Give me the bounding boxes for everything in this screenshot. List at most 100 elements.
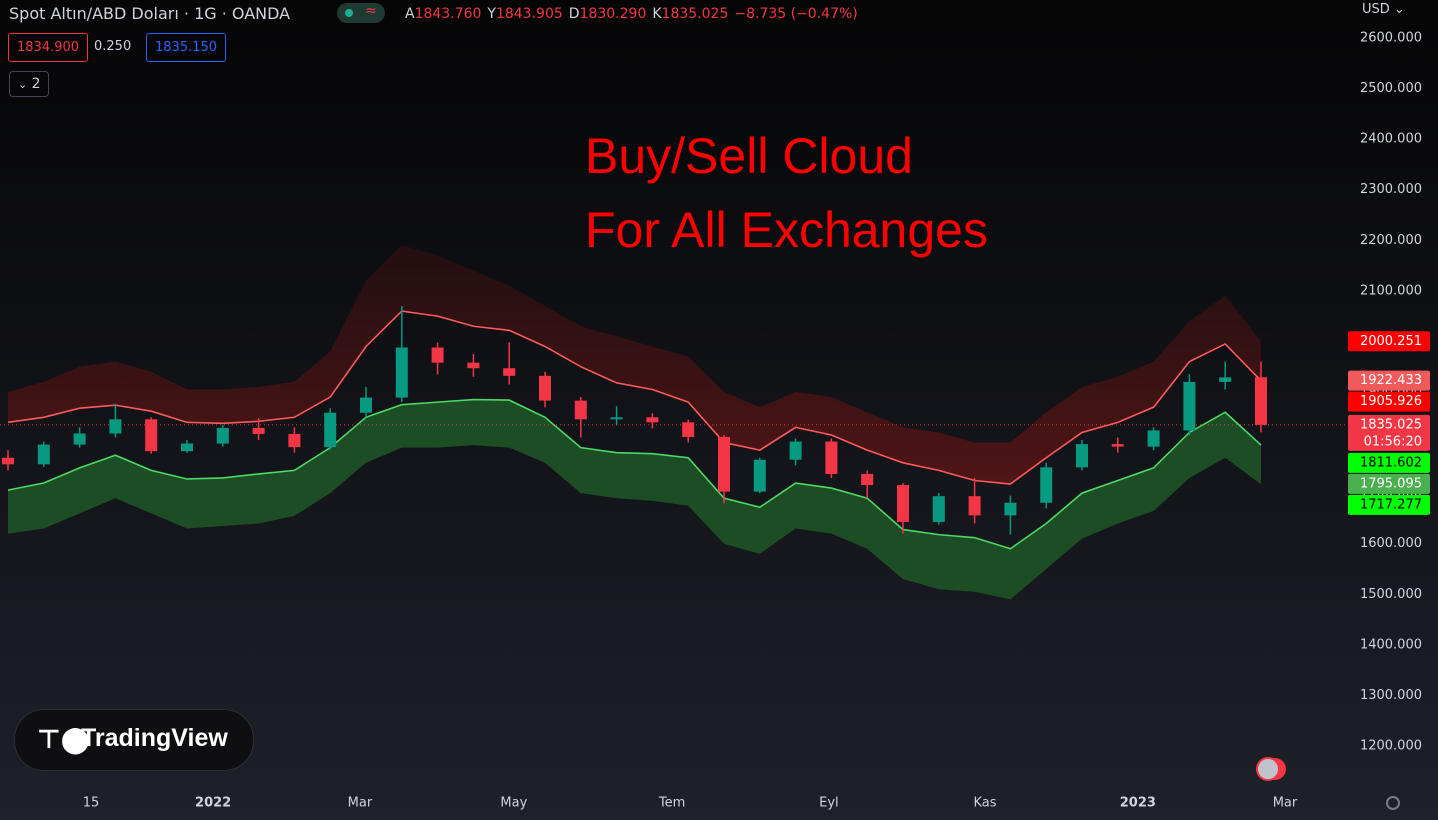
candle-body [252,427,265,434]
x-tick-label: Eyl [819,796,839,811]
sell-price[interactable]: 1834.900 [8,33,89,62]
ohlc-value: 1835.025 [661,6,729,22]
price-tag: 1811.602 [1348,452,1430,473]
y-tick-label: 1400.000 [1360,637,1422,652]
tag-value: 1795.095 [1360,476,1422,491]
tag-bg [1348,370,1430,391]
tag-value: 1905.926 [1360,394,1422,409]
candle-body [37,444,50,465]
spread: 0.250 [94,39,132,54]
candle-body [825,441,838,474]
tag-bg [1348,494,1430,515]
candle-body [1147,430,1160,447]
y-tick-label: 2600.000 [1360,31,1422,46]
candle-body [181,443,193,452]
annotation: Buy/Sell Cloud [585,128,913,184]
candle-body [109,419,122,434]
candle-body [1004,502,1017,516]
candle-body [2,457,14,465]
x-tick-label: 2023 [1120,796,1156,811]
candle-body [395,347,408,398]
candle-body [503,368,516,376]
price-tag: 1922.433 [1348,370,1430,391]
buy-cloud [8,399,1261,600]
candle-body [467,362,480,369]
band-line [7,398,1262,550]
candle-body [968,496,981,516]
last-price: 1835.025 [1360,417,1422,432]
change: −8.735 (−0.47%) [734,6,858,22]
candle-body [324,412,337,448]
tag-value: 1811.602 [1360,455,1422,470]
y-tick-label: 2200.000 [1360,233,1422,248]
y-tick-label: 2400.000 [1360,132,1422,147]
sell-cloud [8,245,1261,485]
x-tick-label: Mar [348,796,373,811]
last-price-tag: 1835.025 01:56:20 [1348,414,1430,451]
logo-badge[interactable]: ⊤⬤ TradingView [14,709,254,771]
price-tag: 1795.095 [1348,473,1430,494]
ohlc-value: 1843.760 [414,6,482,22]
y-tick-label: 1500.000 [1360,587,1422,602]
candle-body [539,375,551,401]
candle-body [682,422,695,438]
ohlc-label: D [568,6,580,22]
ohlc-legend: A1843.760 Y1843.905 D1830.290 K1835.025 −8.7… [405,6,858,22]
candle-body [216,427,229,444]
x-tick-label: Tem [658,796,685,811]
price-tag: 1905.926 [1348,391,1430,412]
candle-body [431,347,444,363]
price-tag: 1717.277 [1348,494,1430,515]
candle-body [789,441,802,460]
candle-body [718,437,730,492]
symbol-title[interactable]: Spot Altın/ABD Doları · 1G · OANDA [9,4,291,23]
y-tick-label: 2300.000 [1360,182,1422,197]
candle-body [1111,444,1124,447]
tag-value: 1717.277 [1360,497,1422,512]
settings-icon[interactable] [1386,796,1400,810]
y-tick-label: 1200.000 [1360,739,1422,754]
candle-body [753,459,766,492]
x-tick-label: 2022 [195,796,231,811]
candle-body [1076,444,1088,468]
currency-menu[interactable]: USD ⌄ [1362,2,1405,17]
x-tick-label: Kas [973,796,996,811]
tag-bg [1348,414,1430,451]
y-tick-label: 2100.000 [1360,283,1422,298]
tag-bg [1348,331,1430,352]
y-tick-label: 2500.000 [1360,81,1422,96]
ohlc-value: 1830.290 [579,6,647,22]
indicator-count: 2 [31,76,41,92]
tag-bg [1348,391,1430,412]
plot-area [0,245,1345,600]
candle-body [897,485,909,522]
ohlc-value: 1843.905 [495,6,563,22]
x-tick-label: May [500,796,527,811]
tag-value: 2000.251 [1360,334,1422,349]
indicator-toggle[interactable]: ⌄ 2 [9,71,49,97]
candle-body [288,433,301,448]
buy-price[interactable]: 1835.150 [146,33,227,62]
candle-body [1255,377,1267,425]
candle-body [1040,467,1053,503]
candle-body [646,417,659,423]
candle-body [574,400,587,420]
tag-bg [1348,452,1430,473]
tag-value: 1922.433 [1360,373,1422,388]
candle-body [861,473,874,486]
event-icon[interactable] [1256,757,1286,781]
currency: USD [1362,2,1390,17]
candle-body [360,397,372,413]
candle-body [1183,381,1196,431]
ohlc-label: A [405,6,415,22]
candle-body [145,419,158,452]
tag-bg [1348,473,1430,494]
annotation: For All Exchanges [585,202,988,258]
market-status[interactable]: ≈ [337,3,385,23]
ohlc-label: Y [487,6,496,22]
candle-body [73,433,86,445]
countdown: 01:56:20 [1364,434,1422,449]
band-line [7,310,1262,485]
